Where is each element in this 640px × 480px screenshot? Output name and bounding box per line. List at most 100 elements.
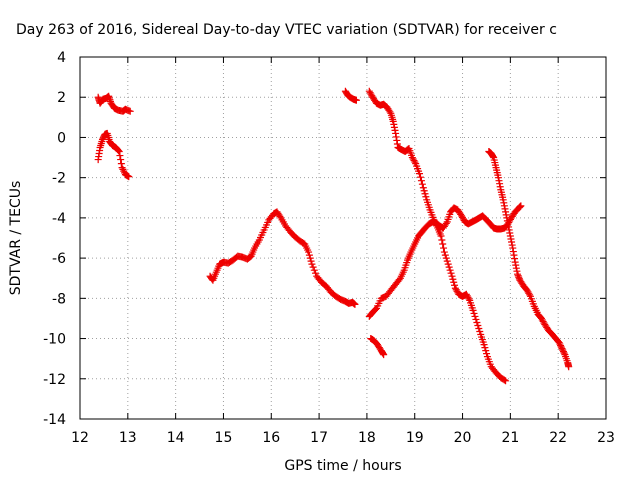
- data-point: [114, 147, 122, 155]
- data-point: [440, 244, 448, 252]
- data-point: [365, 87, 373, 95]
- x-tick-label: 19: [406, 430, 424, 446]
- y-tick-label: -8: [52, 291, 66, 307]
- data-point: [462, 290, 470, 298]
- data-point: [445, 263, 453, 271]
- data-point: [305, 251, 313, 259]
- series-arc2: [94, 129, 133, 181]
- data-point: [440, 248, 448, 256]
- data-point: [556, 340, 564, 348]
- x-axis-label: GPS time / hours: [284, 458, 401, 474]
- data-point: [351, 300, 359, 308]
- x-tick-label: 20: [454, 430, 472, 446]
- data-point: [537, 314, 545, 322]
- data-point: [470, 309, 478, 317]
- grid-lines: [80, 57, 606, 419]
- x-tick-label: 12: [71, 430, 89, 446]
- data-point: [557, 343, 565, 351]
- x-tick-label: 21: [501, 430, 519, 446]
- data-point: [307, 257, 315, 265]
- data-point: [380, 351, 388, 359]
- data-point: [309, 263, 317, 271]
- data-point: [449, 275, 457, 283]
- data-points: [94, 87, 573, 385]
- plot-frame: [79, 56, 607, 420]
- data-point: [408, 154, 416, 162]
- data-point: [115, 148, 123, 156]
- x-tick-label: 23: [597, 430, 615, 446]
- data-point: [481, 344, 489, 352]
- y-tick-label: -14: [43, 412, 66, 428]
- data-point: [500, 376, 508, 384]
- data-point: [305, 248, 313, 256]
- data-point: [438, 236, 446, 244]
- data-point: [442, 254, 450, 262]
- data-point: [525, 289, 533, 297]
- y-tick-label: -12: [43, 372, 66, 388]
- series-arc4: [341, 87, 360, 104]
- data-point: [465, 295, 473, 303]
- data-point: [372, 305, 380, 313]
- data-point: [420, 187, 428, 195]
- data-point: [419, 184, 427, 192]
- data-point: [410, 157, 418, 165]
- series-arc1: [94, 92, 134, 115]
- data-point: [418, 180, 426, 188]
- data-point: [417, 177, 425, 185]
- y-tick-label: 4: [57, 50, 66, 66]
- x-tick-label: 15: [215, 430, 233, 446]
- data-point: [560, 349, 568, 357]
- data-point: [442, 219, 450, 227]
- data-point: [443, 257, 451, 265]
- y-axis-tick-labels: 4 2 0 -2 -4 -6 -8 -10 -12 -14: [43, 50, 66, 428]
- data-point: [502, 377, 510, 385]
- data-point: [306, 254, 314, 262]
- data-point: [517, 202, 525, 210]
- x-tick-label: 13: [119, 430, 137, 446]
- data-point: [555, 339, 563, 347]
- data-point: [366, 89, 374, 97]
- data-point: [444, 260, 452, 268]
- data-point: [441, 251, 449, 259]
- data-point: [276, 212, 284, 220]
- x-axis-tick-labels: 12 13 14 15 16 17 18 19 20 21 22 23: [71, 430, 615, 446]
- y-tick-label: -6: [52, 251, 66, 267]
- x-tick-label: 14: [167, 430, 185, 446]
- data-point: [312, 269, 320, 277]
- data-point: [565, 363, 573, 371]
- data-point: [471, 312, 479, 320]
- data-point: [450, 278, 458, 286]
- data-point: [539, 317, 547, 325]
- data-point: [472, 315, 480, 323]
- data-point: [310, 266, 318, 274]
- series-arc3: [206, 208, 359, 308]
- data-point: [395, 276, 403, 284]
- data-point: [439, 240, 447, 248]
- data-point: [126, 107, 134, 115]
- data-point: [411, 158, 419, 166]
- y-tick-label: -2: [52, 171, 66, 187]
- data-point: [464, 293, 472, 301]
- data-point: [559, 346, 567, 354]
- data-point: [451, 284, 459, 292]
- data-point: [308, 260, 316, 268]
- x-tick-label: 18: [358, 430, 376, 446]
- x-tick-label: 17: [310, 430, 328, 446]
- data-point: [524, 288, 532, 296]
- data-point: [367, 90, 375, 98]
- y-tick-label: 2: [57, 90, 66, 106]
- y-tick-label: 0: [57, 130, 66, 146]
- axis-ticks: [79, 56, 607, 420]
- series-arc6: [365, 202, 525, 320]
- data-point: [559, 348, 567, 356]
- data-point: [458, 212, 466, 220]
- data-point: [416, 173, 424, 181]
- data-point: [480, 341, 488, 349]
- data-point: [459, 215, 467, 223]
- x-tick-label: 22: [549, 430, 567, 446]
- data-point: [116, 152, 124, 160]
- data-point: [463, 292, 471, 300]
- data-point: [386, 108, 394, 116]
- data-point: [446, 266, 454, 274]
- data-point: [482, 347, 490, 355]
